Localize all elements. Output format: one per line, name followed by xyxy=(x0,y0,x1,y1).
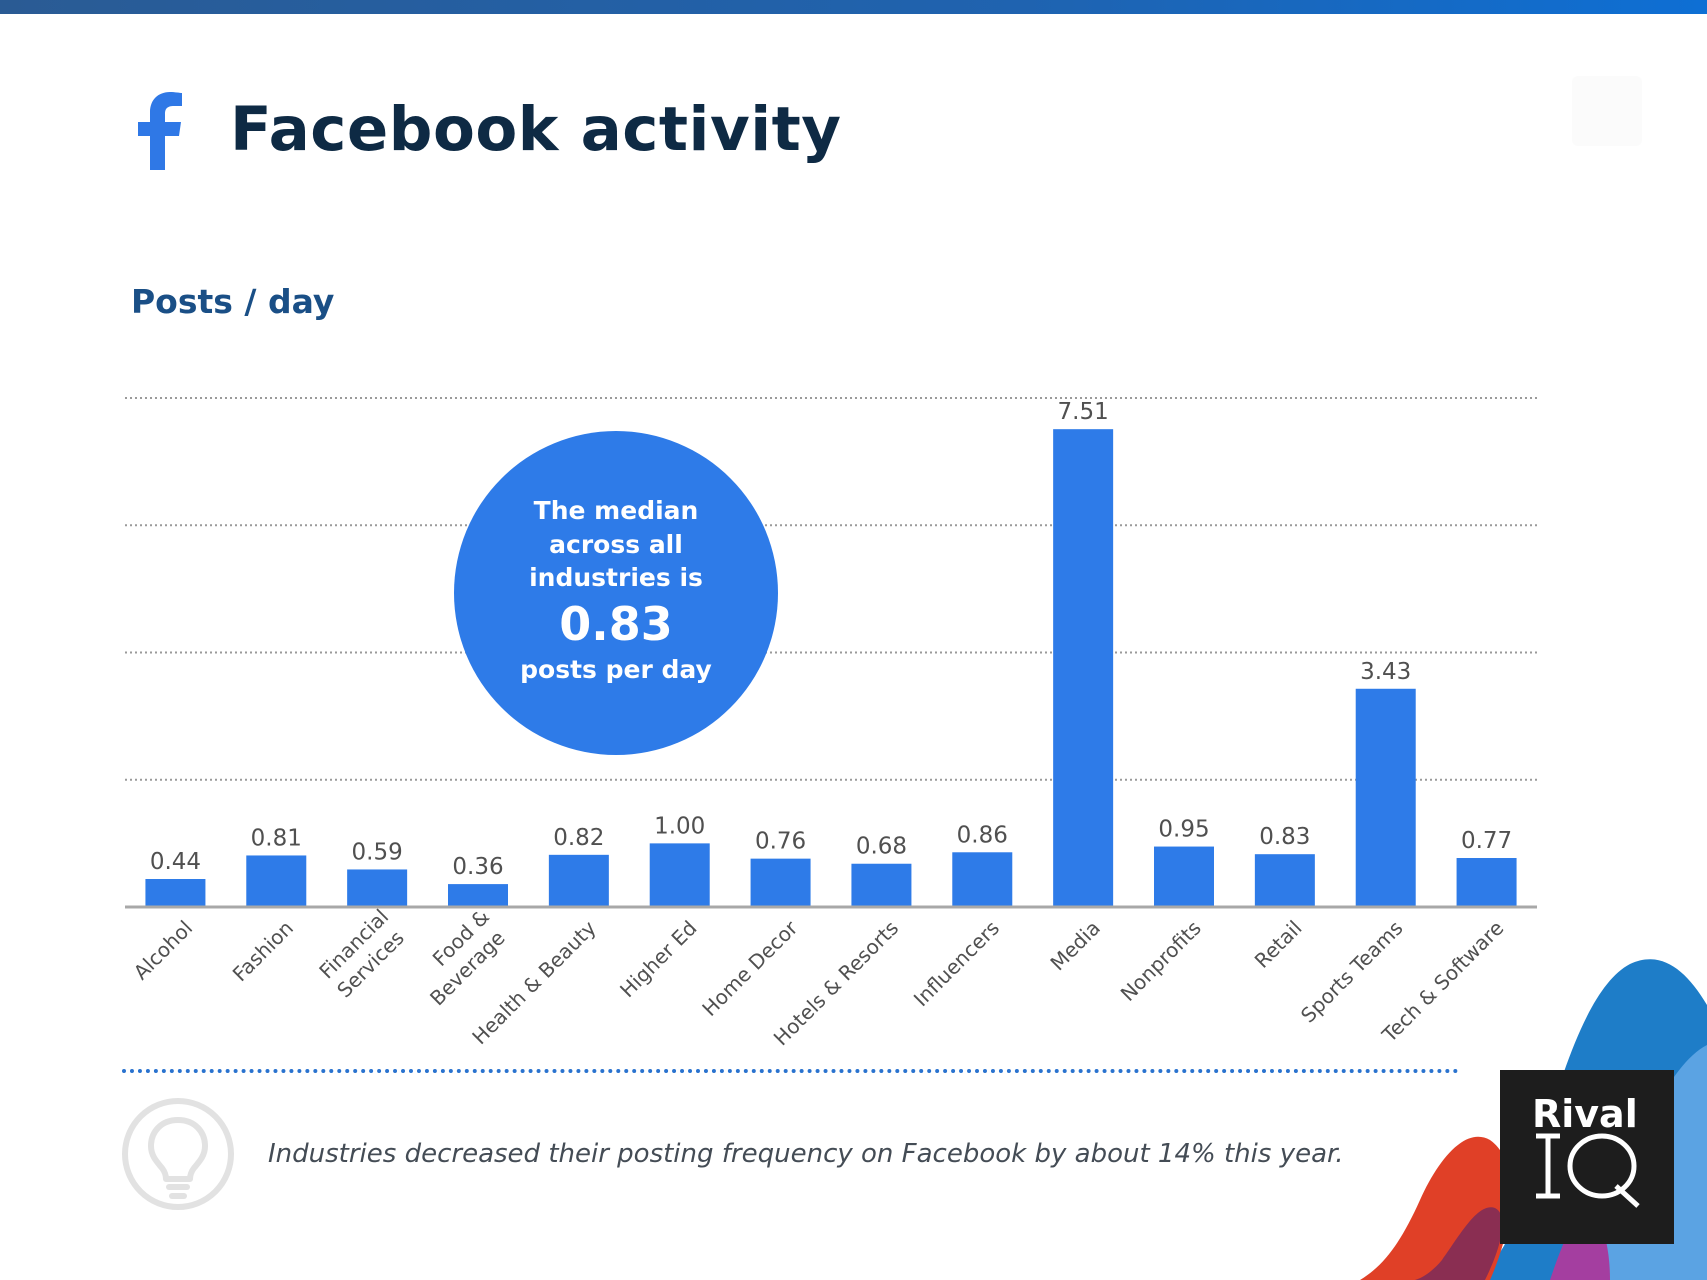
value-label: 0.44 xyxy=(150,849,201,875)
category-label-line: Media xyxy=(1045,916,1104,975)
watermark-icon xyxy=(1572,76,1642,146)
bar xyxy=(1154,846,1214,907)
value-label: 1.00 xyxy=(654,813,705,839)
bar xyxy=(1456,858,1517,907)
bar xyxy=(1355,688,1416,907)
value-label: 0.95 xyxy=(1158,817,1209,843)
bar xyxy=(1053,429,1114,907)
logo-wordmark: Rival xyxy=(1532,1092,1638,1136)
category-label: Fashion xyxy=(228,916,298,986)
category-label: Alcohol xyxy=(129,916,198,985)
category-label: Home Decor xyxy=(697,915,803,1021)
top-accent-strip xyxy=(0,0,1707,14)
median-callout: The median across all industries is 0.83… xyxy=(454,431,778,755)
value-label: 7.51 xyxy=(1058,399,1109,425)
category-label: Nonprofits xyxy=(1116,916,1206,1006)
bar xyxy=(548,854,609,907)
callout-line-1: The median xyxy=(533,496,699,525)
category-label-line: Influencers xyxy=(909,916,1004,1011)
category-label: Retail xyxy=(1250,916,1307,973)
callout-line-4: posts per day xyxy=(520,655,712,684)
category-label-line: Retail xyxy=(1250,916,1307,973)
insight-text: Industries decreased their posting frequ… xyxy=(268,1139,1344,1169)
value-label: 0.68 xyxy=(856,834,907,860)
callout-line-2: across all xyxy=(549,530,683,559)
bar xyxy=(347,869,408,907)
callout-line-3: industries is xyxy=(529,563,703,592)
facebook-icon xyxy=(138,92,182,170)
category-label: Higher Ed xyxy=(615,916,701,1002)
rival-iq-logo: Rival IQ xyxy=(1500,1070,1674,1244)
category-label-line: Fashion xyxy=(228,916,298,986)
bar xyxy=(649,843,710,907)
category-label-line: Higher Ed xyxy=(615,916,701,1002)
category-label: Media xyxy=(1045,916,1104,975)
value-label: 0.36 xyxy=(452,854,503,880)
logo-iq-mark: IQ xyxy=(1536,1133,1640,1208)
category-label: Food &Beverage xyxy=(425,904,510,1010)
bar xyxy=(145,879,206,907)
callout-median-value: 0.83 xyxy=(559,597,673,651)
chart-subtitle: Posts / day xyxy=(131,282,335,321)
bar xyxy=(448,884,508,907)
category-label-line: Nonprofits xyxy=(1116,916,1206,1006)
category-label-line: Alcohol xyxy=(129,916,198,985)
value-label: 0.83 xyxy=(1259,824,1310,850)
bar xyxy=(1254,854,1315,907)
section-divider xyxy=(122,1069,1459,1073)
bar xyxy=(952,852,1013,907)
value-label: 3.43 xyxy=(1360,659,1411,685)
value-label: 0.86 xyxy=(957,822,1008,848)
value-label: 0.81 xyxy=(251,825,302,851)
bar xyxy=(851,863,912,907)
category-label-line: Home Decor xyxy=(697,915,803,1021)
bar-chart: 0.44 0.81 0.59 0.36 0.82 1.00 0.76 0.68 0.86 7.51… xyxy=(125,397,1537,1050)
page-title: Facebook activity xyxy=(230,94,842,165)
category-label: Influencers xyxy=(909,916,1004,1011)
value-labels: 0.44 0.81 0.59 0.36 0.82 1.00 0.76 0.68 0.86 7.51… xyxy=(150,399,1512,880)
bars xyxy=(145,429,1517,907)
lightbulb-icon xyxy=(122,1098,234,1210)
bar xyxy=(750,858,811,907)
value-label: 0.82 xyxy=(553,825,604,851)
value-label: 0.76 xyxy=(755,829,806,855)
value-label: 0.59 xyxy=(352,839,403,865)
value-label: 0.77 xyxy=(1461,828,1512,854)
bar xyxy=(246,855,307,907)
gridlines xyxy=(125,397,1537,781)
